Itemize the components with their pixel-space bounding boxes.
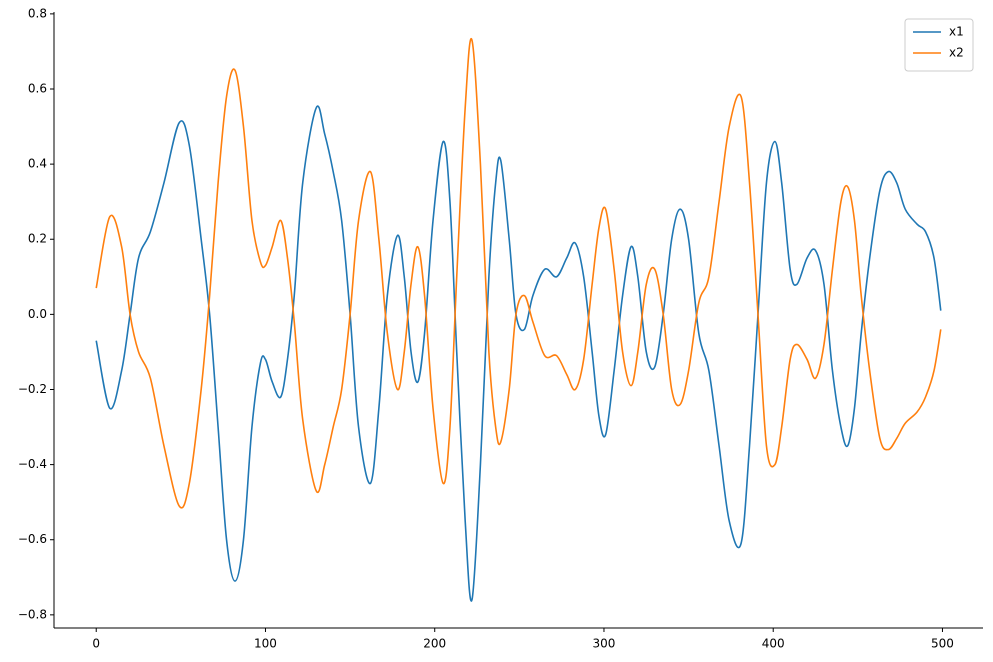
y-tick-label: 0.4 <box>28 157 47 171</box>
series-line <box>95 105 942 602</box>
y-tick-label: −0.6 <box>18 532 47 546</box>
y-tick-label: −0.2 <box>18 382 47 396</box>
x-tick-label: 400 <box>762 637 785 651</box>
y-tick-label: 0.2 <box>28 232 47 246</box>
x-tick-label: 100 <box>254 637 277 651</box>
x-tick-label: 200 <box>423 637 446 651</box>
y-tick-label: 0.6 <box>28 82 47 96</box>
x-tick-label: 500 <box>931 637 954 651</box>
x-tick-label: 300 <box>593 637 616 651</box>
legend-label: x1 <box>949 25 964 39</box>
series-line <box>95 37 942 509</box>
y-tick-label: −0.8 <box>18 607 47 621</box>
y-tick-label: −0.4 <box>18 457 47 471</box>
legend-label: x2 <box>949 46 964 60</box>
y-tick-label: 0.0 <box>28 307 47 321</box>
y-tick-label: 0.8 <box>28 6 47 20</box>
x-tick-label: 0 <box>92 637 100 651</box>
